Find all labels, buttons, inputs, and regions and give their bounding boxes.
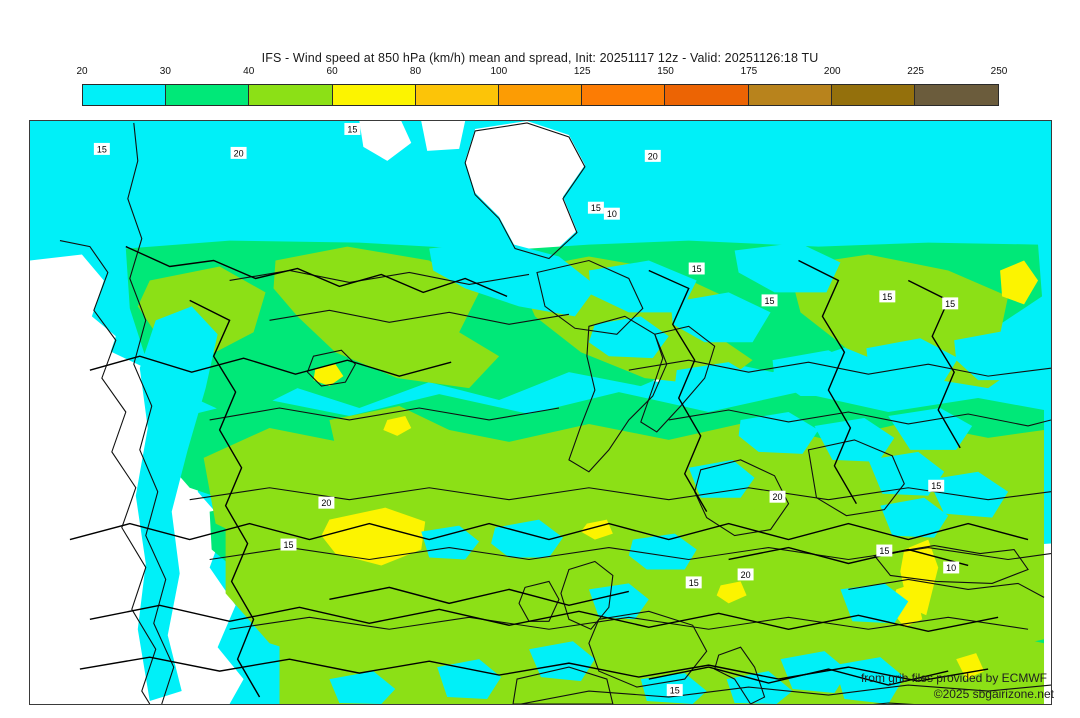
contour-label-bg [230,146,247,159]
colorbar-tick-175: 175 [740,66,758,77]
contour-label-20: 20 [321,498,331,508]
map-svg: 15 20 15 20 15 15 15 15 20 15 20 15 15 10 15 20 15 10 15 [30,121,1051,704]
contour-label-bg [344,122,361,135]
contour-label-15: 15 [765,296,775,306]
colorbar-segment-225-250 [914,85,999,105]
colorbar-tick-30: 30 [159,66,171,77]
contour-label-15: 15 [97,144,107,154]
contour-label-bg [942,297,959,310]
colorbar-tick-80: 80 [409,66,422,77]
colorbar-segment-80-100 [415,85,499,105]
spread-contours [69,245,1029,698]
contour-label-15: 15 [670,686,680,696]
contour-label-bg [928,479,945,492]
colorbar-gradient [82,84,999,106]
colorbar-segment-150-175 [665,85,749,105]
contour-label-bg [737,568,754,581]
colorbar-tick-20: 20 [76,66,88,77]
colorbar-tick-labels: 20 30 40 60 80 100 125 150 175 200 225 250 [76,66,1007,82]
colorbar-tick-250: 250 [990,66,1008,77]
colorbar-tick-40: 40 [243,66,255,77]
contour-label-15: 15 [945,299,955,309]
contour-label-20: 20 [773,492,783,502]
contour-label-20: 20 [234,148,244,158]
colorbar-tick-100: 100 [490,66,508,77]
contour-label-20: 20 [648,151,658,161]
colorbar-segment-30-40 [166,85,250,105]
contour-label-bg [769,490,786,503]
contour-label-bg [318,496,335,509]
contour-label-bg [761,294,778,307]
colorbar-tick-225: 225 [907,66,924,77]
colorbar-tick-125: 125 [573,66,591,77]
colorbar-segment-60-80 [332,85,416,105]
contour-label-bg [280,538,297,551]
contour-label-15: 15 [692,264,702,274]
chart-title: IFS - Wind speed at 850 hPa (km/h) mean … [261,51,819,65]
map-canvas[interactable]: 15 20 15 20 15 15 15 15 20 15 20 15 15 10 15 20 15 10 15 [29,120,1052,705]
contour-label-10: 10 [946,563,956,573]
data-source-credit: from grib files provided by ECMWF [860,671,1047,685]
contour-label-bg [688,262,705,275]
colorbar-segment-100-125 [498,85,583,105]
colorbar-segment-20-30 [83,85,167,105]
contour-label-15: 15 [879,546,889,556]
contour-label-15: 15 [283,540,293,550]
contour-label-15: 15 [689,578,699,588]
contour-label-20: 20 [741,570,751,580]
contour-label-15: 15 [591,203,601,213]
contour-label-bg [666,684,683,697]
colorbar-segment-175-200 [748,85,832,105]
contour-label-bg [685,576,702,589]
colorbar-segment-200-225 [831,85,915,105]
contour-label-bg [603,207,620,220]
contour-label-bg [587,201,604,214]
colorbar-segment-125-150 [582,85,666,105]
contour-label-bg [943,561,960,574]
contour-label-bg [876,544,893,557]
contour-label-bg [93,142,110,155]
contour-label-15: 15 [931,481,941,491]
colorbar-tick-200: 200 [823,66,841,77]
contour-label-bg [879,290,896,303]
colorbar-tick-150: 150 [657,66,674,77]
contour-label-15: 15 [882,292,892,302]
colorbar-tick-60: 60 [326,66,338,77]
contour-labels: 15 20 15 20 15 15 15 15 20 15 20 15 15 10 15 20 15 10 15 [93,122,960,697]
colorbar: 20 30 40 60 80 100 125 150 175 200 225 250 [76,66,1007,111]
colorbar-segment-40-60 [249,85,333,105]
contour-label-15: 15 [347,124,357,134]
contour-label-10: 10 [607,209,617,219]
copyright-credit: ©2025 sbgairizone.net [933,687,1054,701]
contour-label-bg [644,149,661,162]
